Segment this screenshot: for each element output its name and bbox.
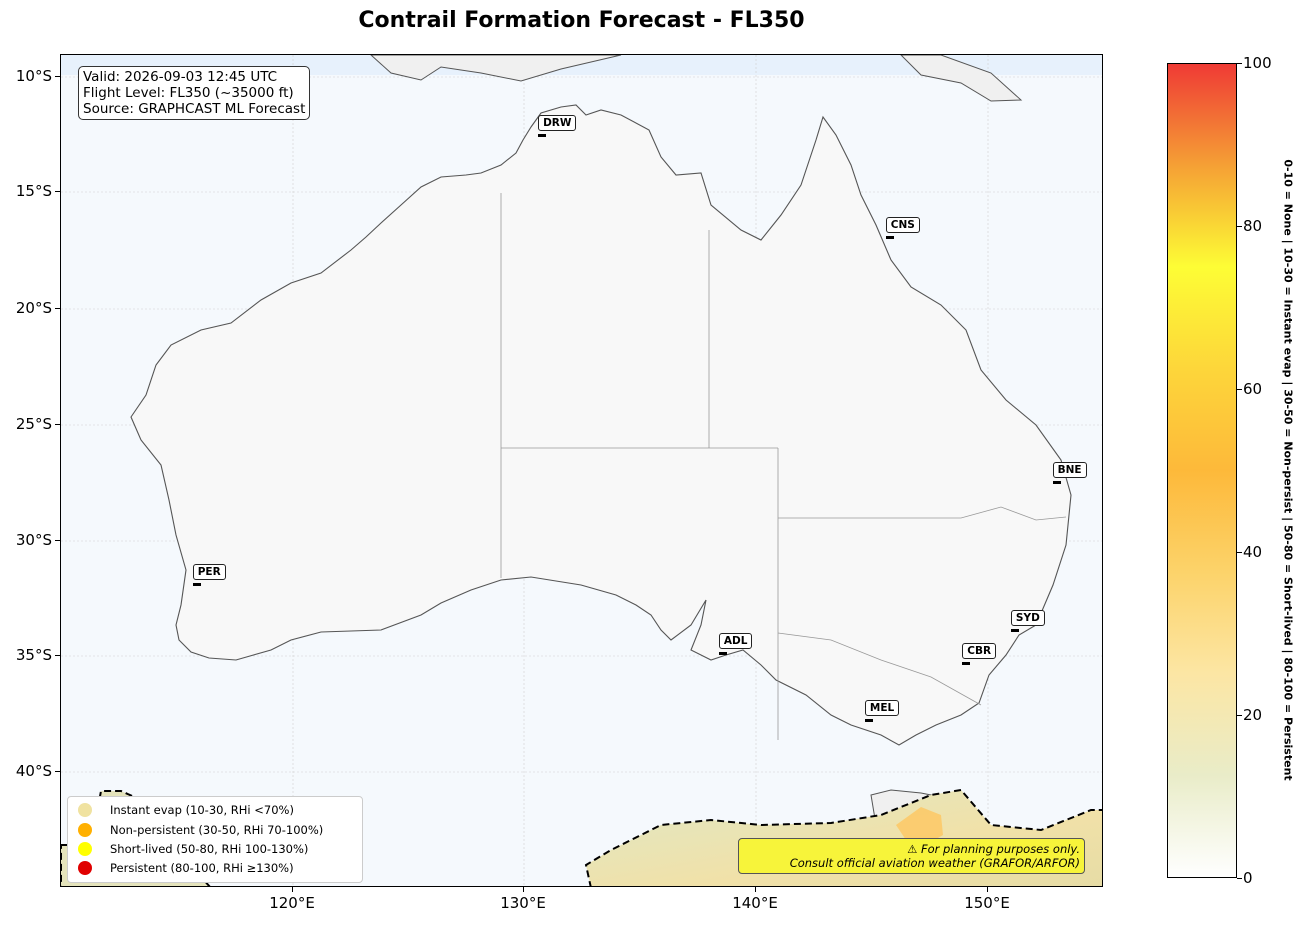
legend-label: Instant evap (10-30, RHi <70%) [110,803,294,817]
legend-item: Instant evap (10-30, RHi <70%) [78,801,294,819]
australia-mainland [130,104,1072,746]
lon-tick: 140°E [732,894,778,912]
tick-mark [55,540,60,541]
tick-mark [987,887,988,892]
city-label-adl: ADL [718,633,753,650]
warning-line-1: ⚠ For planning purposes only. [907,842,1080,856]
city-label-drw: DRW [538,114,577,131]
map-panel[interactable] [60,54,1103,887]
city-label-cbr: CBR [962,642,997,659]
legend-label: Short-lived (50-80, RHi 100-130%) [110,842,309,856]
lat-tick: 25°S [15,415,52,433]
warning-line-2: Consult official aviation weather (GRAFO… [789,856,1080,870]
contrail-region-tasmania [896,807,943,845]
lat-tick: 40°S [15,762,52,780]
colorbar-tick-mark [1237,63,1242,64]
tick-mark [755,887,756,892]
lon-tick: 130°E [500,894,546,912]
tick-mark [55,655,60,656]
colorbar-tick-mark [1237,878,1242,879]
map-canvas[interactable] [61,55,1103,887]
lat-tick: 15°S [15,182,52,200]
legend-swatch [78,861,92,875]
tick-mark [55,308,60,309]
colorbar-tick-label: 60 [1243,380,1263,398]
city-marker-adl [718,652,727,656]
tick-mark [55,424,60,425]
colorbar-tick-mark [1237,715,1242,716]
info-box: Valid: 2026-09-03 12:45 UTC Flight Level… [78,66,311,120]
state-borders [500,193,1067,740]
city-label-bne: BNE [1052,462,1087,479]
legend-swatch [78,803,92,817]
city-marker-cns [885,235,894,239]
lat-tick: 20°S [15,299,52,317]
legend-item: Non-persistent (30-50, RHi 70-100%) [78,821,323,839]
colorbar-tick-label: 100 [1243,54,1272,72]
legend-label: Non-persistent (30-50, RHi 70-100%) [110,823,324,837]
legend-swatch [78,823,92,837]
city-marker-bne [1052,481,1061,485]
city-label-syd: SYD [1010,610,1045,627]
tick-mark [523,887,524,892]
colorbar-tick-label: 0 [1243,869,1253,887]
tick-mark [55,191,60,192]
legend: Instant evap (10-30, RHi <70%) Non-persi… [67,796,363,883]
planning-warning: ⚠ For planning purposes only. Consult of… [738,838,1085,874]
colorbar-label-text: 0-10 = None | 10-30 = Instant evap | 30-… [1281,159,1295,781]
colorbar-tick-mark [1237,226,1242,227]
colorbar-tick-label: 40 [1243,543,1263,561]
city-marker-per [192,582,201,586]
legend-item: Persistent (80-100, RHi ≥130%) [78,859,294,877]
city-label-mel: MEL [864,700,900,717]
lat-tick: 30°S [15,531,52,549]
legend-item: Short-lived (50-80, RHi 100-130%) [78,840,308,858]
northern-band [61,55,1102,75]
tick-mark [292,887,293,892]
map-title: Contrail Formation Forecast - FL350 [358,8,805,33]
forecast-source: Source: GRAPHCAST ML Forecast [83,101,306,117]
lon-tick: 120°E [269,894,315,912]
lat-tick: 35°S [15,646,52,664]
city-marker-drw [538,133,547,137]
colorbar-tick-label: 80 [1243,217,1263,235]
tick-mark [55,771,60,772]
colorbar-tick-mark [1237,552,1242,553]
city-label-per: PER [192,563,226,580]
lon-tick: 150°E [964,894,1010,912]
colorbar [1167,63,1237,878]
city-marker-mel [864,719,873,723]
lat-tick: 10°S [15,67,52,85]
legend-swatch [78,842,92,856]
city-marker-syd [1010,629,1019,633]
valid-time: Valid: 2026-09-03 12:45 UTC [83,69,278,85]
colorbar-tick-mark [1237,389,1242,390]
colorbar-tick-label: 20 [1243,706,1263,724]
new-guinea [370,55,1023,102]
city-marker-cbr [962,661,971,665]
legend-label: Persistent (80-100, RHi ≥130%) [110,861,294,875]
flight-level: Flight Level: FL350 (~35000 ft) [83,85,294,101]
tick-mark [55,76,60,77]
city-label-cns: CNS [885,216,920,233]
